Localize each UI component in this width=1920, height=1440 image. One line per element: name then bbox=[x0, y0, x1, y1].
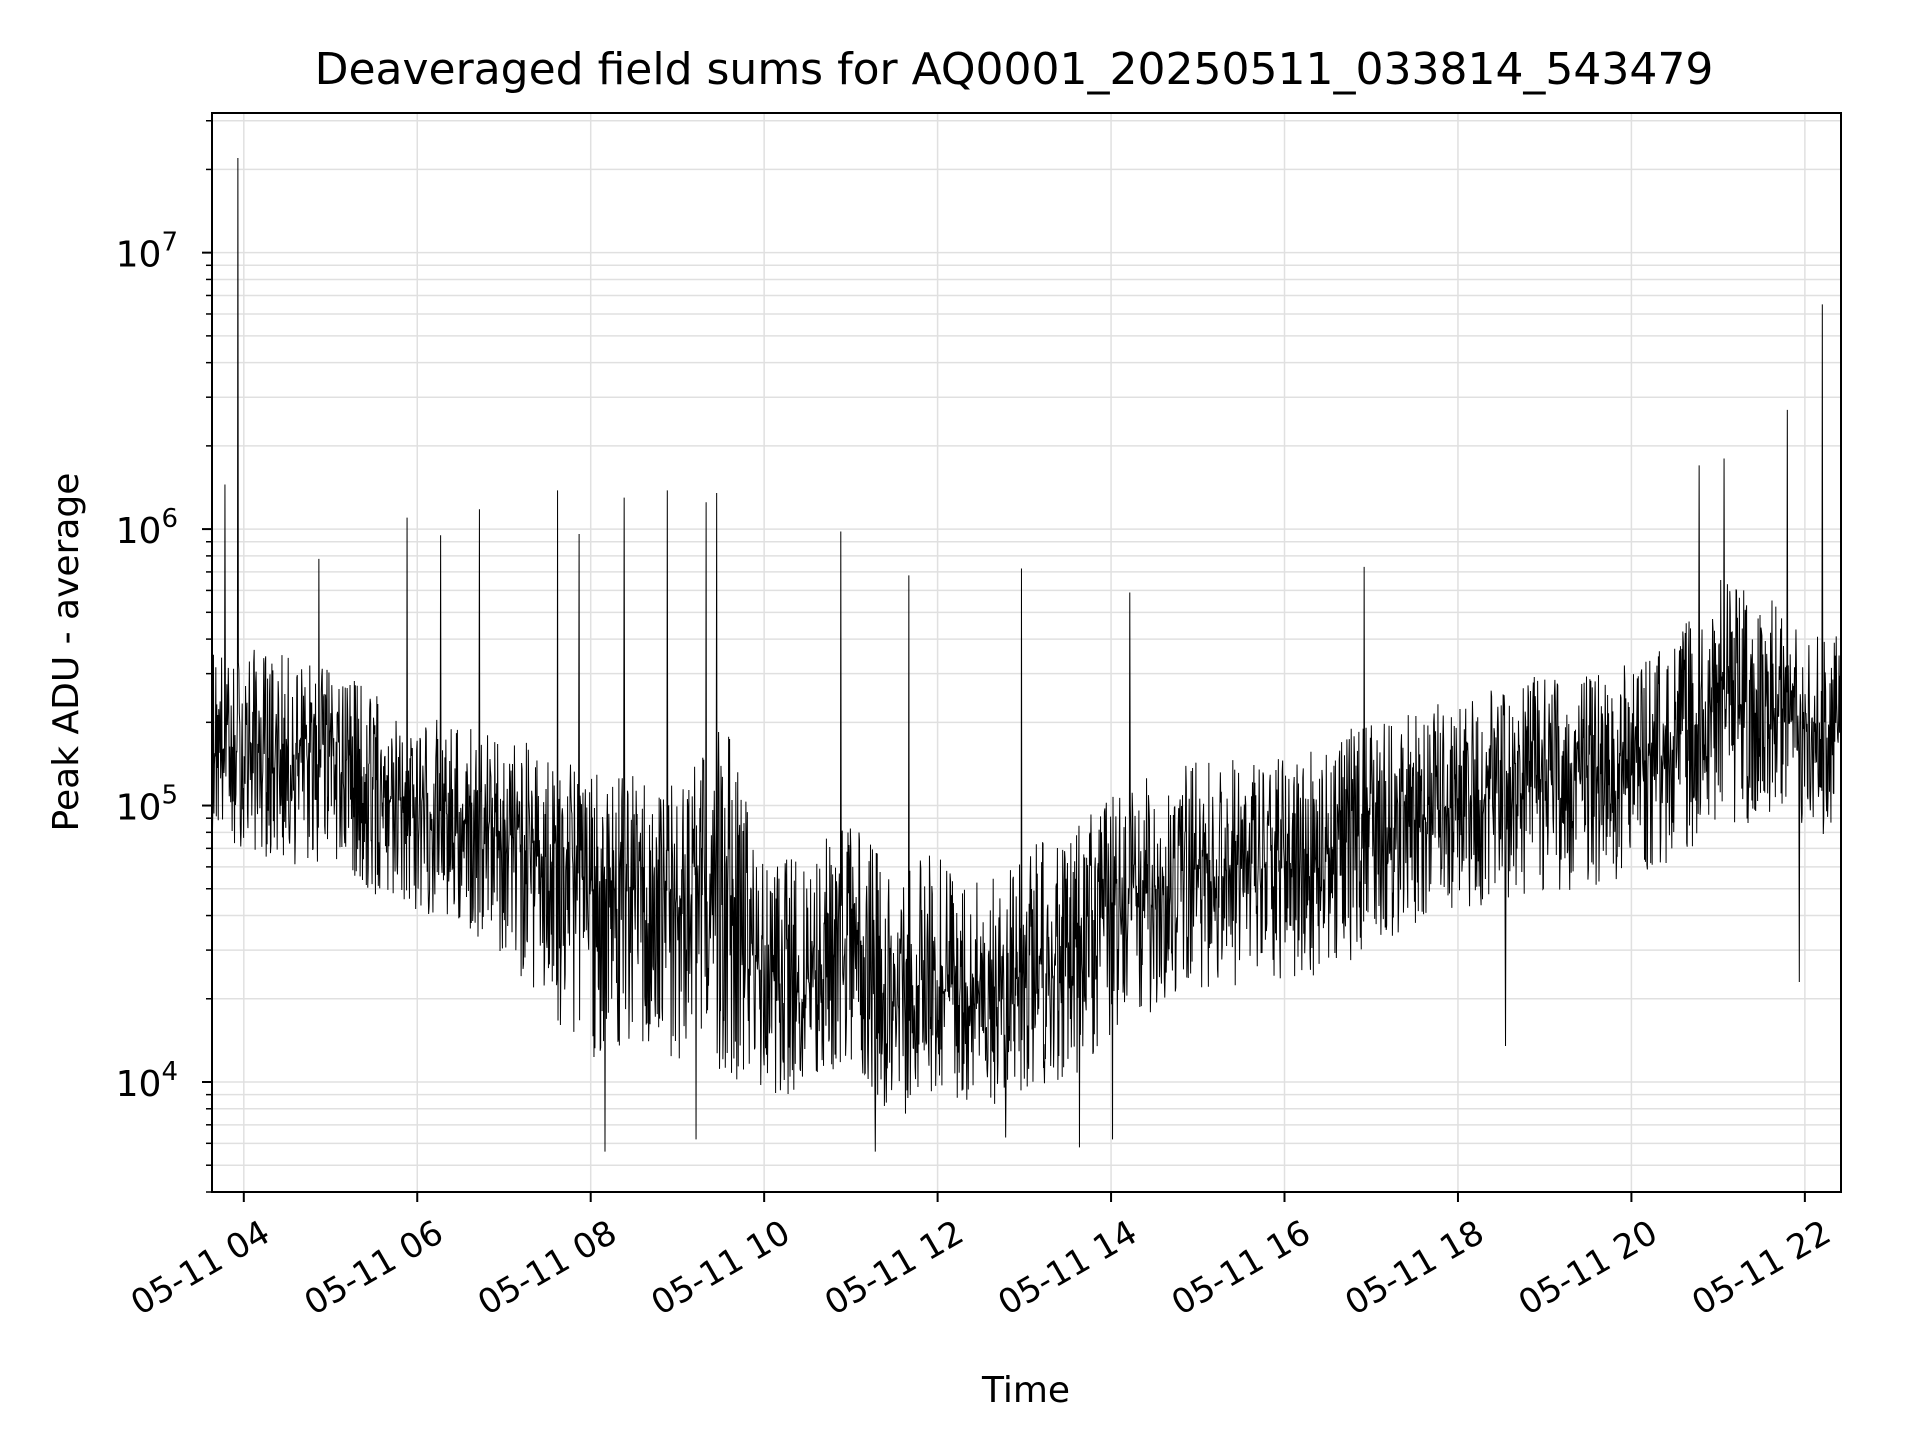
y-tick-label: 106 bbox=[116, 504, 178, 552]
y-tick-exp: 6 bbox=[161, 504, 178, 534]
y-axis-label: Peak ADU - average bbox=[46, 473, 87, 832]
y-tick-label: 105 bbox=[116, 781, 178, 829]
y-tick-base: 10 bbox=[116, 1064, 162, 1105]
x-tick-label: 05-11 08 bbox=[471, 1213, 623, 1324]
grid-lines bbox=[212, 113, 1841, 1193]
x-tick-label: 05-11 10 bbox=[645, 1213, 797, 1324]
x-tick-label: 05-11 18 bbox=[1338, 1213, 1490, 1324]
x-tick-label: 05-11 12 bbox=[818, 1213, 970, 1324]
x-tick-label: 05-11 16 bbox=[1165, 1213, 1317, 1324]
plot-frame bbox=[211, 112, 1842, 1193]
series-line-path bbox=[211, 157, 1842, 1152]
y-tick-base: 10 bbox=[116, 788, 162, 829]
x-tick-label: 05-11 20 bbox=[1512, 1213, 1664, 1324]
y-tick-base: 10 bbox=[116, 235, 162, 276]
y-tick-label: 104 bbox=[116, 1057, 178, 1105]
x-tick-label: 05-11 14 bbox=[992, 1213, 1144, 1324]
y-tick-exp: 5 bbox=[161, 781, 178, 811]
chart-title: Deaveraged field sums for AQ0001_2025051… bbox=[315, 44, 1714, 95]
y-tick-exp: 7 bbox=[161, 228, 178, 258]
y-tick-base: 10 bbox=[116, 511, 162, 552]
x-tick-label: 05-11 04 bbox=[124, 1213, 276, 1324]
x-axis-label: Time bbox=[981, 1370, 1070, 1411]
x-tick-label: 05-11 06 bbox=[298, 1213, 450, 1324]
y-tick-label: 107 bbox=[116, 228, 178, 276]
series-line bbox=[211, 157, 1842, 1152]
x-axis: 05-11 04 05-11 06 05-11 08 05-11 10 05-11 12… bbox=[124, 1192, 1838, 1324]
x-tick-label: 05-11 22 bbox=[1685, 1213, 1837, 1324]
y-tick-exp: 4 bbox=[161, 1057, 178, 1087]
